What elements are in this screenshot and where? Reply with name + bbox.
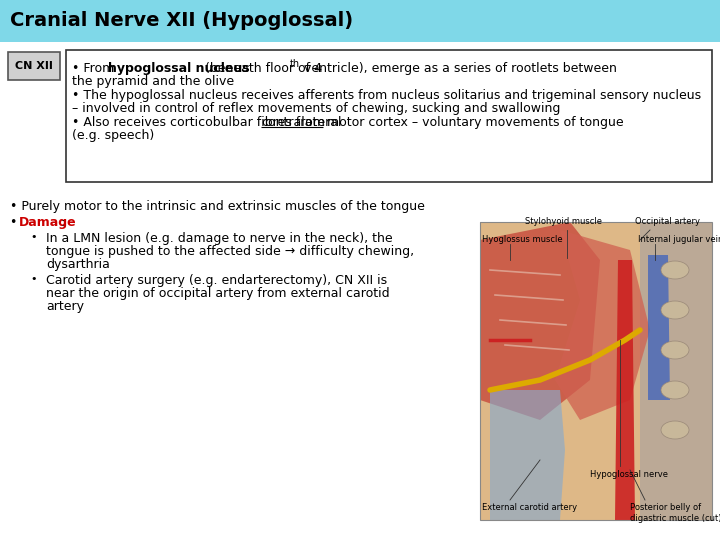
Text: • Purely motor to the intrinsic and extrinsic muscles of the tongue: • Purely motor to the intrinsic and extr… bbox=[10, 200, 425, 213]
Polygon shape bbox=[615, 260, 635, 520]
Text: In a LMN lesion (e.g. damage to nerve in the neck), the: In a LMN lesion (e.g. damage to nerve in… bbox=[46, 232, 392, 245]
Polygon shape bbox=[555, 230, 650, 420]
Text: ventricle), emerge as a series of rootlets between: ventricle), emerge as a series of rootle… bbox=[300, 62, 617, 75]
Text: Hyoglossus muscle: Hyoglossus muscle bbox=[482, 235, 562, 244]
Text: motor cortex – voluntary movements of tongue: motor cortex – voluntary movements of to… bbox=[323, 116, 624, 129]
Polygon shape bbox=[480, 222, 600, 420]
Text: artery: artery bbox=[46, 300, 84, 313]
Text: dysarthria: dysarthria bbox=[46, 258, 110, 271]
Text: Occipital artery: Occipital artery bbox=[635, 217, 700, 226]
Text: the pyramid and the olive: the pyramid and the olive bbox=[72, 75, 234, 88]
Text: CN XII: CN XII bbox=[15, 61, 53, 71]
Text: • Also receives corticobulbar fibres from: • Also receives corticobulbar fibres fro… bbox=[72, 116, 329, 129]
Text: • From: • From bbox=[72, 62, 118, 75]
FancyBboxPatch shape bbox=[8, 52, 60, 80]
Text: Cranial Nerve XII (Hypoglossal): Cranial Nerve XII (Hypoglossal) bbox=[10, 11, 353, 30]
Text: – involved in control of reflex movements of chewing, sucking and swallowing: – involved in control of reflex movement… bbox=[72, 102, 560, 115]
Text: Hypoglossal nerve: Hypoglossal nerve bbox=[590, 470, 668, 479]
FancyBboxPatch shape bbox=[0, 0, 720, 42]
Text: tongue is pushed to the affected side → difficulty chewing,: tongue is pushed to the affected side → … bbox=[46, 245, 414, 258]
Polygon shape bbox=[648, 255, 670, 400]
Text: Posterior belly of
digastric muscle (cut): Posterior belly of digastric muscle (cut… bbox=[630, 503, 720, 523]
Ellipse shape bbox=[661, 341, 689, 359]
FancyBboxPatch shape bbox=[66, 50, 712, 182]
Text: Carotid artery surgery (e.g. endarterectomy), CN XII is: Carotid artery surgery (e.g. endarterect… bbox=[46, 274, 387, 287]
Ellipse shape bbox=[661, 301, 689, 319]
Text: Internal jugular vein: Internal jugular vein bbox=[638, 235, 720, 244]
Ellipse shape bbox=[661, 421, 689, 439]
Ellipse shape bbox=[661, 261, 689, 279]
Ellipse shape bbox=[661, 381, 689, 399]
Text: •: • bbox=[10, 216, 22, 229]
Text: Stylohyoid muscle: Stylohyoid muscle bbox=[525, 217, 602, 226]
Text: External carotid artery: External carotid artery bbox=[482, 503, 577, 512]
Text: (beneath floor of 4: (beneath floor of 4 bbox=[201, 62, 322, 75]
Polygon shape bbox=[490, 390, 565, 520]
Text: •: • bbox=[30, 274, 37, 284]
Text: hypoglossal nucleus: hypoglossal nucleus bbox=[108, 62, 250, 75]
Text: near the origin of occipital artery from external carotid: near the origin of occipital artery from… bbox=[46, 287, 390, 300]
Text: th: th bbox=[290, 59, 300, 69]
Text: Damage: Damage bbox=[19, 216, 76, 229]
Text: •: • bbox=[30, 232, 37, 242]
Polygon shape bbox=[640, 222, 712, 520]
Text: • The hypoglossal nucleus receives afferents from nucleus solitarius and trigemi: • The hypoglossal nucleus receives affer… bbox=[72, 89, 701, 102]
Text: contralateral: contralateral bbox=[261, 116, 341, 129]
FancyBboxPatch shape bbox=[480, 222, 712, 520]
Text: :: : bbox=[60, 216, 64, 229]
Text: (e.g. speech): (e.g. speech) bbox=[72, 129, 154, 142]
